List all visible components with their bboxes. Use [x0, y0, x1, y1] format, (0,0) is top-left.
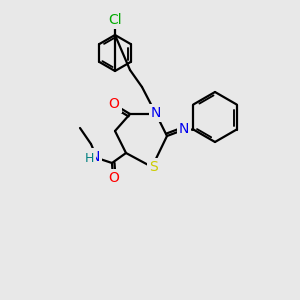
Text: Cl: Cl [108, 13, 122, 27]
Text: S: S [148, 160, 158, 174]
Text: N: N [151, 106, 161, 120]
Text: N: N [90, 150, 100, 164]
Text: O: O [109, 97, 119, 111]
Text: H: H [84, 152, 94, 166]
Text: N: N [179, 122, 189, 136]
Text: O: O [109, 171, 119, 185]
